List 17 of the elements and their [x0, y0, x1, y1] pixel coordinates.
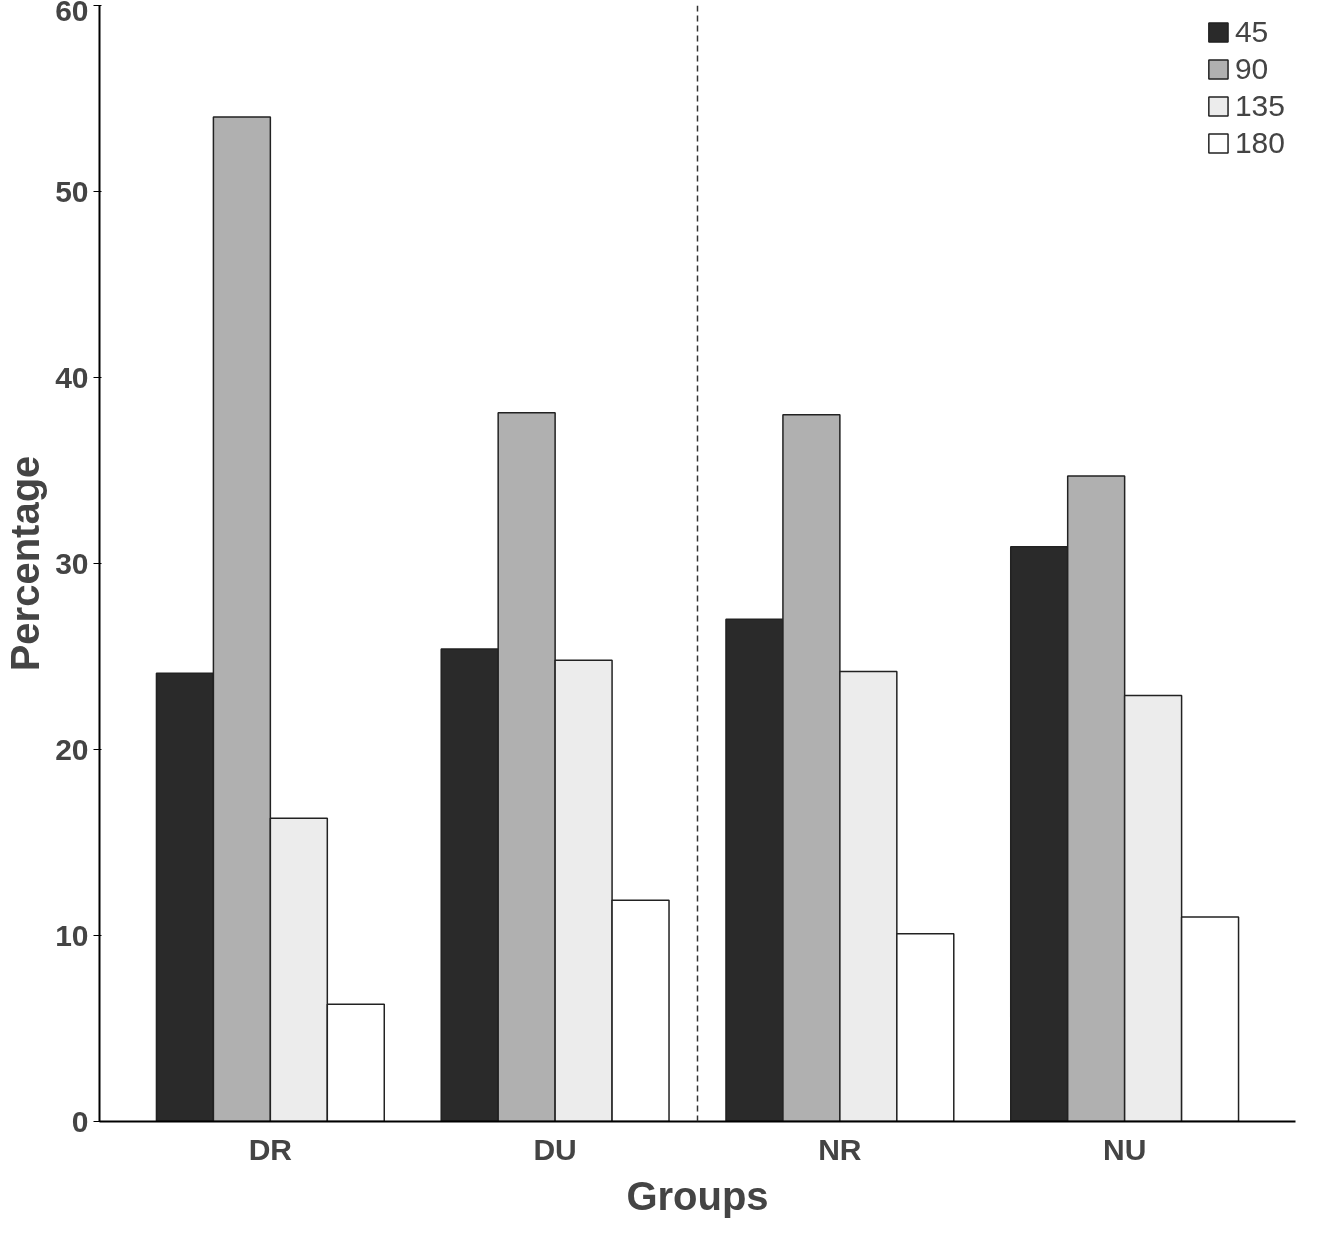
- x-tick-label: NR: [818, 1132, 862, 1166]
- y-tick-label: 40: [55, 360, 89, 394]
- x-tick-label: DU: [533, 1132, 577, 1166]
- legend-label: 45: [1234, 15, 1269, 49]
- legend-label: 135: [1234, 89, 1285, 123]
- y-tick-label: 20: [55, 732, 89, 766]
- y-tick-label: 10: [55, 918, 89, 952]
- y-tick-label: 60: [55, 0, 89, 27]
- legend-label: 90: [1234, 52, 1269, 86]
- legend-label: 180: [1234, 126, 1285, 160]
- y-tick-label: 50: [55, 174, 89, 208]
- x-tick-label: DR: [248, 1132, 293, 1166]
- y-axis-title: Percentage: [3, 455, 48, 672]
- y-tick-label: 0: [71, 1104, 89, 1138]
- y-tick-label: 30: [55, 546, 89, 580]
- x-tick-label: NU: [1102, 1132, 1147, 1166]
- x-axis-title: Groups: [626, 1173, 769, 1218]
